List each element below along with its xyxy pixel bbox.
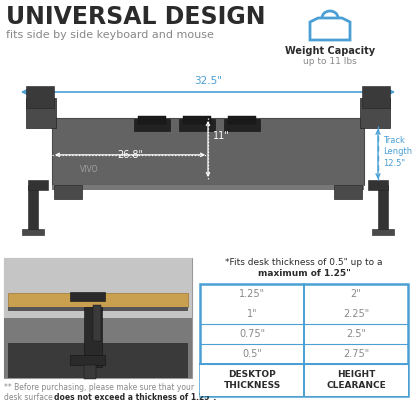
Text: 0.5": 0.5" xyxy=(242,349,262,359)
Bar xyxy=(54,185,82,199)
Bar xyxy=(26,86,54,108)
Text: UNIVERSAL DESIGN: UNIVERSAL DESIGN xyxy=(6,5,265,29)
Bar xyxy=(8,293,188,307)
Bar xyxy=(200,284,408,396)
Text: HEIGHT
CLEARANCE: HEIGHT CLEARANCE xyxy=(326,370,386,390)
Bar xyxy=(179,119,215,131)
Bar xyxy=(4,258,192,318)
Bar xyxy=(360,98,390,128)
Text: 0.75": 0.75" xyxy=(239,329,265,339)
Text: 2.5": 2.5" xyxy=(346,329,366,339)
Bar xyxy=(8,343,188,378)
Bar xyxy=(224,119,260,131)
Bar xyxy=(52,118,364,185)
Bar xyxy=(28,180,48,190)
Bar xyxy=(52,185,364,190)
Bar xyxy=(4,318,192,378)
Text: ** Before purchasing, please make sure that your: ** Before purchasing, please make sure t… xyxy=(4,383,194,392)
Bar xyxy=(334,185,362,199)
Bar xyxy=(362,86,390,108)
Text: 2.75": 2.75" xyxy=(343,349,369,359)
Bar xyxy=(378,185,388,230)
Text: VIVO: VIVO xyxy=(80,166,99,174)
Text: 26.8": 26.8" xyxy=(117,150,143,160)
Bar xyxy=(70,355,105,365)
Text: Track
Length
12.5": Track Length 12.5" xyxy=(383,136,412,168)
Text: maximum of 1.25": maximum of 1.25" xyxy=(258,269,350,278)
Bar xyxy=(8,307,188,311)
Bar xyxy=(183,116,211,124)
Bar xyxy=(70,292,105,301)
Text: 11": 11" xyxy=(213,131,230,141)
Text: Weight Capacity: Weight Capacity xyxy=(285,46,375,56)
Text: does not exceed a thickness of 1.25".: does not exceed a thickness of 1.25". xyxy=(54,393,216,402)
Bar xyxy=(84,365,96,379)
Bar xyxy=(22,229,44,235)
Text: DESKTOP
THICKNESS: DESKTOP THICKNESS xyxy=(223,370,281,390)
Text: desk surface: desk surface xyxy=(4,393,55,402)
Bar xyxy=(26,98,56,128)
Text: 1.25": 1.25" xyxy=(239,289,265,299)
Text: 1": 1" xyxy=(247,309,258,319)
Bar xyxy=(368,180,388,190)
Bar xyxy=(228,116,256,124)
Text: *Fits desk thickness of 0.5" up to a: *Fits desk thickness of 0.5" up to a xyxy=(225,258,383,267)
Bar xyxy=(93,305,101,341)
Bar xyxy=(200,364,408,396)
Bar xyxy=(28,185,38,230)
Text: 2.25": 2.25" xyxy=(343,309,369,319)
Bar xyxy=(372,229,394,235)
Bar xyxy=(84,307,102,367)
Text: 2": 2" xyxy=(351,289,362,299)
Bar xyxy=(134,119,170,131)
Text: up to 11 lbs: up to 11 lbs xyxy=(303,57,357,66)
Text: 32.5": 32.5" xyxy=(194,76,222,86)
Bar xyxy=(138,116,166,124)
Bar xyxy=(4,258,192,378)
Text: fits side by side keyboard and mouse: fits side by side keyboard and mouse xyxy=(6,30,214,40)
